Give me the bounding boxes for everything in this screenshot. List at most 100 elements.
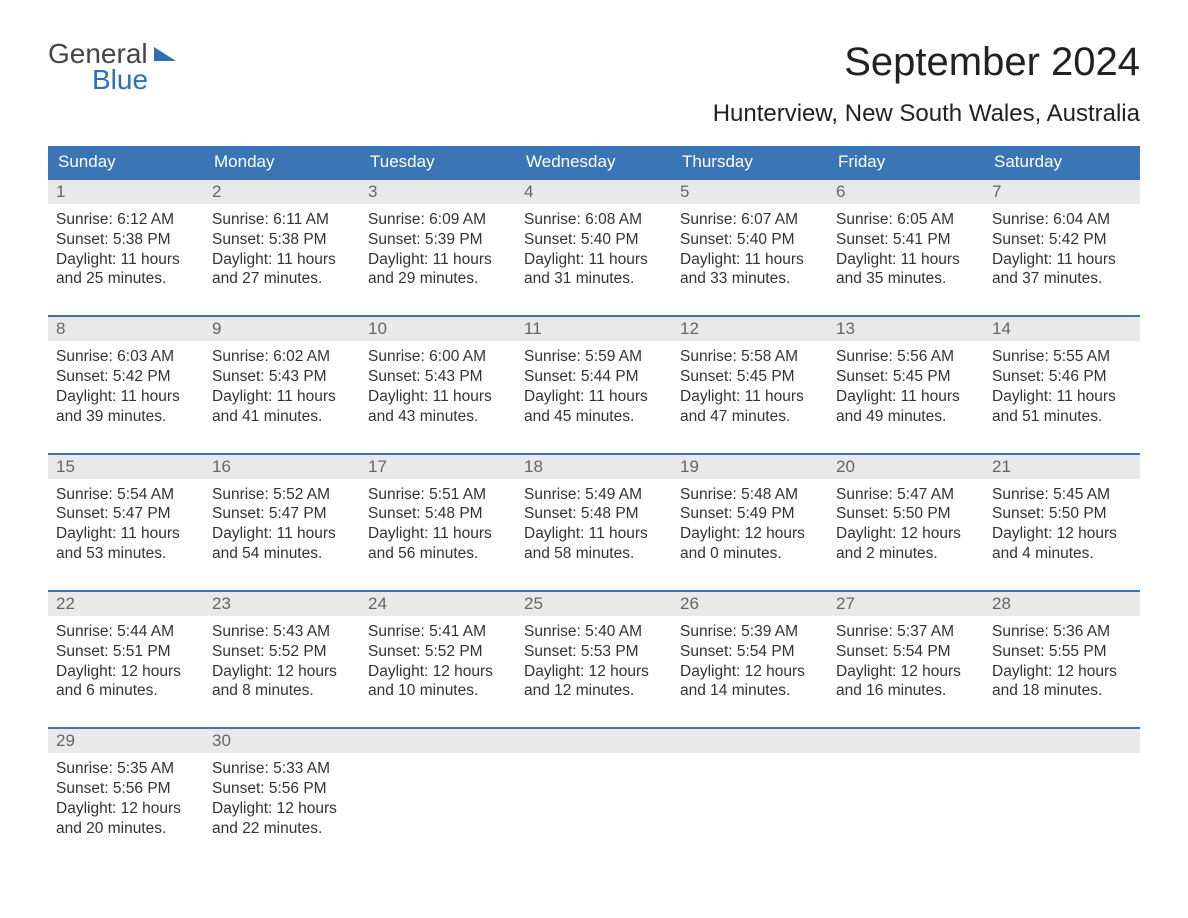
day-number: 28 [984,592,1140,616]
brand-triangle-icon [154,47,176,61]
sunset-line: Sunset: 5:45 PM [680,367,818,387]
daylight-line-2: and 10 minutes. [368,681,506,701]
sunset-line: Sunset: 5:52 PM [212,642,350,662]
day-cell: Sunrise: 6:04 AMSunset: 5:42 PMDaylight:… [984,204,1140,297]
sunset-line: Sunset: 5:49 PM [680,504,818,524]
day-cell [828,753,984,846]
day-cell: Sunrise: 6:12 AMSunset: 5:38 PMDaylight:… [48,204,204,297]
dow-header: Sunday Monday Tuesday Wednesday Thursday… [48,146,1140,178]
daylight-line-2: and 37 minutes. [992,269,1130,289]
daylight-line-1: Daylight: 12 hours [212,799,350,819]
daylight-line-2: and 35 minutes. [836,269,974,289]
daylight-line-2: and 18 minutes. [992,681,1130,701]
header: General Blue September 2024 [48,40,1140,94]
sunrise-line: Sunrise: 6:12 AM [56,210,194,230]
sunrise-line: Sunrise: 5:47 AM [836,485,974,505]
day-number: 7 [984,180,1140,204]
day-cell: Sunrise: 5:33 AMSunset: 5:56 PMDaylight:… [204,753,360,846]
day-number: 8 [48,317,204,341]
day-cell: Sunrise: 5:58 AMSunset: 5:45 PMDaylight:… [672,341,828,434]
sunrise-line: Sunrise: 6:07 AM [680,210,818,230]
daynum-row: 2930 [48,729,1140,753]
sunrise-line: Sunrise: 5:39 AM [680,622,818,642]
day-number: 5 [672,180,828,204]
day-cell: Sunrise: 6:05 AMSunset: 5:41 PMDaylight:… [828,204,984,297]
daynum-row: 891011121314 [48,317,1140,341]
sunset-line: Sunset: 5:38 PM [56,230,194,250]
day-number: 13 [828,317,984,341]
daylight-line-1: Daylight: 11 hours [368,524,506,544]
daylight-line-1: Daylight: 11 hours [680,250,818,270]
day-cell: Sunrise: 5:59 AMSunset: 5:44 PMDaylight:… [516,341,672,434]
day-number: 15 [48,455,204,479]
daylight-line-2: and 22 minutes. [212,819,350,839]
day-cell: Sunrise: 5:56 AMSunset: 5:45 PMDaylight:… [828,341,984,434]
sunset-line: Sunset: 5:55 PM [992,642,1130,662]
daylight-line-2: and 6 minutes. [56,681,194,701]
sunset-line: Sunset: 5:43 PM [368,367,506,387]
day-number [360,729,516,753]
day-number: 11 [516,317,672,341]
sunset-line: Sunset: 5:45 PM [836,367,974,387]
sunrise-line: Sunrise: 5:33 AM [212,759,350,779]
day-cell [360,753,516,846]
sunrise-line: Sunrise: 5:43 AM [212,622,350,642]
sunrise-line: Sunrise: 5:49 AM [524,485,662,505]
day-number: 18 [516,455,672,479]
day-number: 1 [48,180,204,204]
calendar: Sunday Monday Tuesday Wednesday Thursday… [48,146,1140,847]
page-subtitle: Hunterview, New South Wales, Australia [48,100,1140,128]
daylight-line-2: and 58 minutes. [524,544,662,564]
day-cell: Sunrise: 5:47 AMSunset: 5:50 PMDaylight:… [828,479,984,572]
day-number [984,729,1140,753]
daylight-line-2: and 45 minutes. [524,407,662,427]
sunset-line: Sunset: 5:51 PM [56,642,194,662]
sunrise-line: Sunrise: 5:36 AM [992,622,1130,642]
dow-tuesday: Tuesday [360,146,516,178]
daylight-line-2: and 2 minutes. [836,544,974,564]
daynum-row: 15161718192021 [48,455,1140,479]
sunrise-line: Sunrise: 5:45 AM [992,485,1130,505]
day-number: 22 [48,592,204,616]
daylight-line-1: Daylight: 12 hours [680,524,818,544]
day-number [672,729,828,753]
daylight-line-1: Daylight: 12 hours [524,662,662,682]
daylight-line-2: and 33 minutes. [680,269,818,289]
dow-thursday: Thursday [672,146,828,178]
daylight-line-1: Daylight: 11 hours [524,524,662,544]
day-cell: Sunrise: 5:39 AMSunset: 5:54 PMDaylight:… [672,616,828,709]
daylight-line-2: and 51 minutes. [992,407,1130,427]
daylight-line-2: and 39 minutes. [56,407,194,427]
daylight-line-2: and 25 minutes. [56,269,194,289]
daylight-line-1: Daylight: 12 hours [992,524,1130,544]
day-number: 29 [48,729,204,753]
daylight-line-1: Daylight: 11 hours [56,387,194,407]
day-number [516,729,672,753]
day-cell: Sunrise: 6:02 AMSunset: 5:43 PMDaylight:… [204,341,360,434]
daylight-line-2: and 20 minutes. [56,819,194,839]
daylight-line-2: and 14 minutes. [680,681,818,701]
sunset-line: Sunset: 5:52 PM [368,642,506,662]
day-cell: Sunrise: 5:35 AMSunset: 5:56 PMDaylight:… [48,753,204,846]
day-cell: Sunrise: 5:36 AMSunset: 5:55 PMDaylight:… [984,616,1140,709]
sunset-line: Sunset: 5:43 PM [212,367,350,387]
day-cell: Sunrise: 5:37 AMSunset: 5:54 PMDaylight:… [828,616,984,709]
day-number: 17 [360,455,516,479]
sunrise-line: Sunrise: 5:37 AM [836,622,974,642]
daynum-row: 1234567 [48,180,1140,204]
day-cell [516,753,672,846]
daylight-line-1: Daylight: 12 hours [836,524,974,544]
sunrise-line: Sunrise: 5:52 AM [212,485,350,505]
dow-monday: Monday [204,146,360,178]
daylight-line-1: Daylight: 11 hours [212,524,350,544]
daylight-line-1: Daylight: 12 hours [368,662,506,682]
sunrise-line: Sunrise: 6:09 AM [368,210,506,230]
day-cell: Sunrise: 5:55 AMSunset: 5:46 PMDaylight:… [984,341,1140,434]
day-number: 3 [360,180,516,204]
sunset-line: Sunset: 5:56 PM [212,779,350,799]
day-number: 21 [984,455,1140,479]
sunrise-line: Sunrise: 6:08 AM [524,210,662,230]
daylight-line-1: Daylight: 11 hours [368,250,506,270]
calendar-week: 22232425262728Sunrise: 5:44 AMSunset: 5:… [48,590,1140,709]
brand-logo: General Blue [48,40,176,94]
